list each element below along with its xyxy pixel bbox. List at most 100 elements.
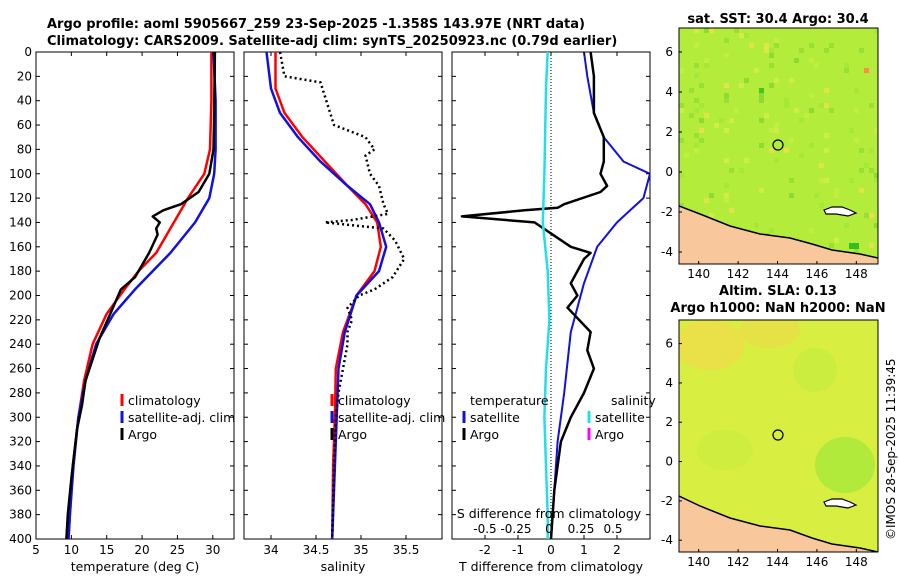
- sst-pixel: [814, 63, 819, 68]
- sst-pixel: [794, 58, 799, 63]
- y-tick-label: 80: [17, 142, 32, 156]
- sst-pixel: [694, 73, 699, 78]
- sst-pixel: [874, 173, 878, 178]
- sst-pixel: [849, 178, 854, 183]
- sdiff-tick: 0.25: [568, 522, 595, 536]
- y-tick-label: 340: [9, 459, 32, 473]
- sst-pixel: [784, 98, 789, 103]
- sst-pixel: [834, 188, 839, 193]
- map-y-tick-label: -2: [661, 205, 673, 219]
- sla-anomaly: [740, 320, 800, 348]
- sst-pixel: [854, 138, 859, 143]
- temperature-panel: [35, 51, 235, 540]
- sst-pixel: [679, 173, 684, 178]
- argo-location-marker: [772, 139, 784, 151]
- sst-pixel: [694, 133, 699, 138]
- sst-pixel: [869, 103, 874, 108]
- sst-pixel: [704, 58, 709, 63]
- map-x-tick-label: 140: [687, 267, 710, 281]
- sst-pixel: [769, 228, 774, 233]
- sst-pixel: [724, 98, 729, 103]
- sst-pixel: [724, 83, 729, 88]
- map-x-tick-label: 148: [845, 267, 868, 281]
- y-tick-label: 0: [24, 45, 32, 59]
- sla-anomaly: [697, 430, 753, 470]
- x-tick-label: 25: [170, 543, 185, 557]
- sst-pixel: [759, 118, 764, 123]
- argo-location-marker: [772, 429, 784, 441]
- sdiff-tick: 0: [545, 522, 553, 536]
- legend-label: Argo: [470, 427, 499, 442]
- sst-pixel: [694, 108, 699, 113]
- sst-pixel: [704, 28, 709, 33]
- sla-map-frame: [678, 319, 879, 553]
- sst-map: [679, 28, 878, 264]
- salinity-legend: climatology satellite-adj. clim Argo: [330, 393, 445, 442]
- sst-pixel: [739, 168, 744, 173]
- sst-pixel: [729, 168, 734, 173]
- sst-pixel: [769, 148, 774, 153]
- y-tick-label: 60: [17, 118, 32, 132]
- sla-map: [679, 320, 878, 552]
- sst-pixel: [789, 78, 794, 83]
- sst-pixel: [764, 113, 769, 118]
- y-tick-label: 280: [9, 386, 32, 400]
- sst-pixel: [694, 43, 699, 48]
- sst-pixel: [849, 128, 854, 133]
- y-tick-label: 100: [9, 167, 32, 181]
- sst-map-title: sat. SST: 30.4 Argo: 30.4: [687, 12, 868, 27]
- sst-pixel: [774, 123, 779, 128]
- legend-label: satellite: [595, 410, 645, 425]
- map-x-tick-label: 142: [727, 267, 750, 281]
- sst-pixel: [709, 28, 714, 33]
- map-x-tick-label: 144: [766, 267, 789, 281]
- sst-pixel: [679, 203, 684, 208]
- legend-label: Argo: [595, 427, 624, 442]
- sst-pixel: [874, 178, 878, 183]
- map-y-tick-label: 2: [665, 415, 673, 429]
- sst-pixel: [799, 118, 804, 123]
- legend-label: climatology: [128, 393, 201, 408]
- y-tick-label: 240: [9, 337, 32, 351]
- sst-pixel: [679, 103, 684, 108]
- sdiff-top-label: S difference from climatology: [457, 506, 642, 521]
- y-tick-label: 120: [9, 191, 32, 205]
- y-tick-label: 300: [9, 410, 32, 424]
- sst-pixel: [759, 188, 764, 193]
- sst-pixel: [869, 243, 874, 248]
- sst-pixel: [724, 53, 729, 58]
- map-x-tick-label: 146: [805, 267, 828, 281]
- sdiff-tick: 0.5: [603, 522, 622, 536]
- sla-anomaly: [679, 320, 745, 370]
- x-tick-label: 10: [64, 543, 79, 557]
- sst-pixel: [759, 98, 764, 103]
- sst-pixel: [854, 88, 859, 93]
- map-x-tick-label: 146: [805, 555, 828, 569]
- x-tick-label: -1: [512, 543, 524, 557]
- map-y-tick-label: 6: [665, 45, 673, 59]
- coastline: [679, 495, 878, 552]
- sst-pixel: [824, 88, 829, 93]
- sst-pixel: [819, 163, 824, 168]
- sst-pixel: [744, 78, 749, 83]
- sst-pixel: [774, 43, 779, 48]
- sst-pixel: [804, 113, 809, 118]
- x-tick-label: 35.5: [393, 543, 420, 557]
- sst-pixel: [774, 78, 779, 83]
- y-tick-label: 40: [17, 94, 32, 108]
- sst-pixel: [744, 158, 749, 163]
- sdiff-tick: -0.25: [500, 522, 531, 536]
- sst-pixel: [769, 53, 774, 58]
- sst-pixel: [759, 93, 764, 98]
- series-line-satellite-adj-clim: [265, 52, 388, 539]
- sst-pixel: [864, 213, 869, 218]
- difference-legend: temperature salinity satellite Argo sate…: [462, 393, 656, 442]
- sst-pixel: [814, 193, 819, 198]
- sst-pixel: [694, 63, 699, 68]
- x-tick-label: 15: [99, 543, 114, 557]
- series-line-argo: [278, 52, 406, 539]
- x-tick-label: 1: [580, 543, 588, 557]
- figure-title-line1: Argo profile: aoml 5905667_259 23-Sep-20…: [47, 17, 585, 32]
- sst-pixel: [679, 138, 684, 143]
